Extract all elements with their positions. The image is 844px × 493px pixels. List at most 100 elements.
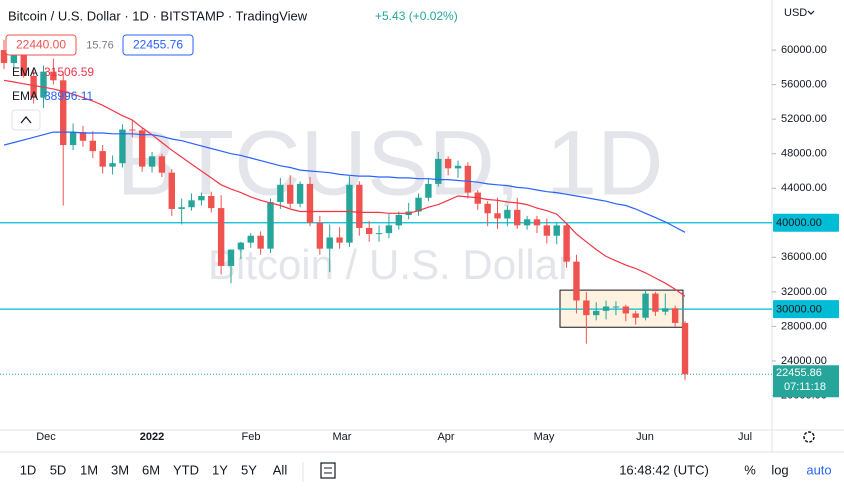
range-button[interactable]: YTD [173,462,199,477]
candle-body [138,130,146,167]
range-button[interactable]: 6M [142,462,160,477]
candle-body [395,215,402,226]
indicator-value: 38996.11 [44,89,93,103]
candle-body [593,310,600,316]
overlay: Bitcoin / U.S. Dollar · 1D · BITSTAMP · … [0,7,844,482]
price-label: 30000.00 [776,304,822,316]
candle-body [50,71,57,81]
range-button[interactable]: 1D [20,462,37,477]
candle-body [129,129,136,131]
candle-body [208,196,215,209]
range-button[interactable]: 1M [80,462,98,477]
dropdown-icon [807,10,815,15]
candle-body [99,151,106,167]
candle-body [306,183,314,223]
candle-body [523,219,531,226]
candle-body [642,293,649,318]
candle-body [346,184,353,243]
candle-body [296,183,304,204]
symbol-title: Bitcoin / U.S. Dollar · 1D · BITSTAMP · … [8,8,308,23]
candle-body [662,308,669,312]
candle-body [385,225,393,234]
range-button[interactable]: 5Y [241,462,257,477]
x-tick-label: Mar [333,431,352,443]
price-label-box [773,213,839,232]
candle-body [109,163,116,167]
x-tick-label: Jul [738,431,752,443]
candle-body [444,158,452,169]
candle-body [435,158,442,184]
candle-body [326,237,333,249]
candle-body [178,207,185,209]
scale-option[interactable]: % [744,462,756,477]
range-button[interactable]: 3M [111,462,129,477]
currency[interactable]: USD [784,7,807,19]
candle-body [425,183,432,198]
candle-body [553,225,560,236]
candle-body [573,261,580,301]
candle-body [20,54,27,76]
candle-body [494,213,501,219]
price-label-box [773,300,839,319]
candle-body [504,209,511,219]
sell-price: 22440.00 [16,38,66,52]
ema-line [3,131,686,233]
y-tick-label: 44000.00 [781,182,827,194]
candle-body [533,219,541,226]
x-tick-label: 2022 [140,431,164,443]
candle-body [267,202,274,249]
candle-body [119,129,126,164]
price-change: +5.43 (+0.02%) [375,9,458,23]
candle-body [415,197,422,212]
candle-body [632,313,639,318]
scale-option[interactable]: log [771,462,788,477]
candle-body [158,156,166,173]
candle-body [602,306,610,311]
y-tick-label: 28000.00 [781,320,827,332]
compare-icon[interactable] [320,462,336,479]
clock: 16:48:42 (UTC) [619,462,709,477]
candle-body [316,222,324,249]
indicator-name: EMA [12,65,38,79]
candle-body [168,172,175,209]
x-tick-label: Apr [437,431,454,443]
last-price-label: 22455.86 [776,367,822,379]
y-tick-label: 60000.00 [781,44,827,56]
candle-body [365,227,373,234]
candle-body [227,249,235,266]
x-tick-label: May [534,431,555,443]
sell-box[interactable] [5,34,77,56]
candle-body [612,306,620,308]
range-button[interactable]: All [273,462,288,477]
candle-body [257,235,264,249]
candle-body [0,50,8,64]
candle-body [69,132,77,146]
candle-body [375,233,383,235]
collapse-button[interactable] [11,109,41,131]
y-tick-label: 56000.00 [781,79,827,91]
indicator-name: EMA [12,89,38,103]
candle-body [79,132,87,141]
settings-icon[interactable] [803,431,815,443]
icon-frame [320,462,336,479]
collapse-icon [20,115,32,124]
x-tick-label: Dec [36,431,56,443]
buy-box[interactable] [122,34,194,56]
candle-body [60,80,67,146]
candle-body [681,322,689,375]
candle-body [277,184,284,203]
range-button[interactable]: 1Y [212,462,228,477]
y-tick-label: 24000.00 [781,355,827,367]
candle-body [217,208,225,266]
x-tick-label: Jun [636,431,654,443]
spread: 15.76 [86,39,114,51]
range-button[interactable]: 5D [50,462,67,477]
y-tick-label: 48000.00 [781,148,827,160]
candle-body [148,156,156,167]
scale-option[interactable]: auto [806,462,831,477]
price-label: 40000.00 [776,217,822,229]
candle-body [89,140,97,152]
candle-body [30,75,37,98]
plot: 60000.00 56000.00 52000.00 48000.00 44000.00… [0,0,844,452]
